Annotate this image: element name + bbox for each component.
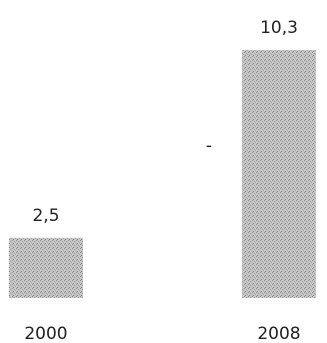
data-label-2000: 2,5: [32, 206, 59, 226]
annotation-dash: -: [206, 136, 212, 156]
category-label-2008: 2008: [257, 324, 300, 343]
bar-2000: [9, 237, 83, 298]
category-label-2000: 2000: [24, 324, 67, 343]
bar-2008: [242, 50, 316, 298]
data-label-2008: 10,3: [260, 18, 298, 38]
